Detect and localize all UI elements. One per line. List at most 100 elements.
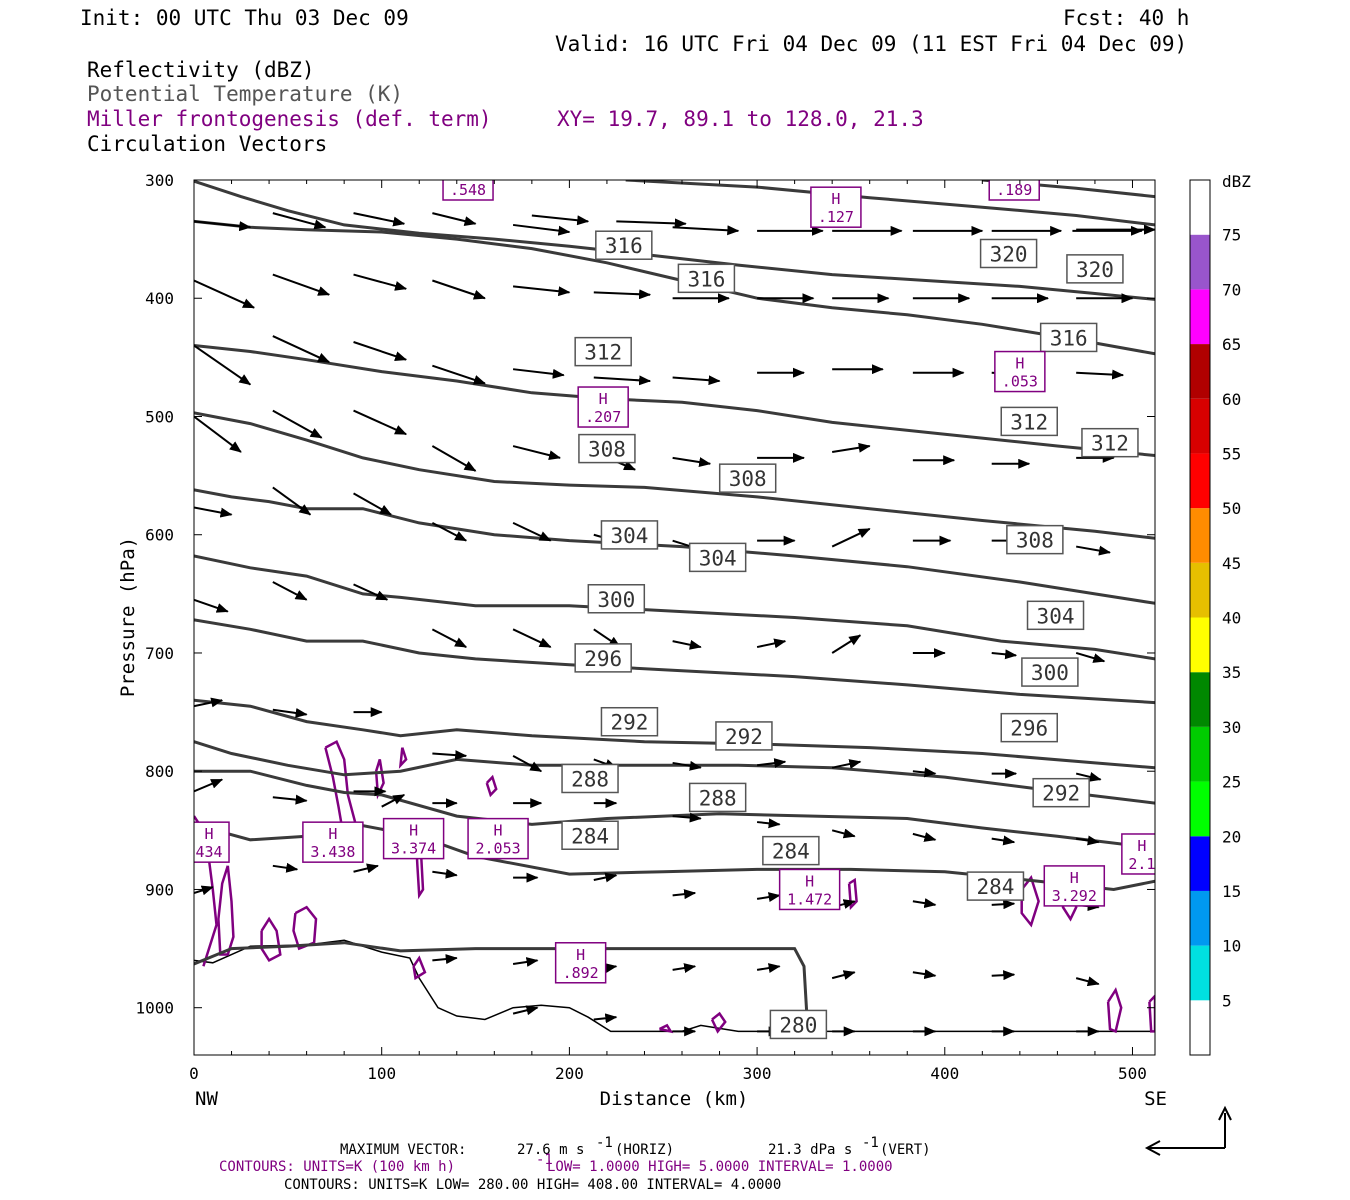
svg-text:H: H [1070, 869, 1079, 887]
svg-text:288: 288 [571, 767, 609, 791]
circulation-vector [272, 794, 308, 805]
svg-text:H: H [494, 822, 503, 840]
circulation-vector [912, 898, 937, 909]
circulation-vector [991, 899, 1016, 910]
svg-text:CONTOURS: UNITS=K (100 km h): CONTOURS: UNITS=K (100 km h) [219, 1159, 455, 1175]
svg-text:312: 312 [1091, 432, 1129, 456]
frontogenesis-contour [412, 955, 427, 981]
theta-label: 316 [677, 263, 736, 294]
circulation-vector [531, 214, 590, 226]
svg-text:.207: .207 [585, 408, 621, 426]
circulation-vector [756, 758, 787, 769]
x-tick-label: 100 [367, 1064, 396, 1083]
circulation-vector [831, 828, 856, 839]
theta-label: 312 [1081, 427, 1139, 458]
frontogenesis-max-label: H2.053 [467, 817, 529, 860]
circulation-vector [1075, 652, 1106, 663]
x-tick-label: 400 [930, 1064, 959, 1083]
circulation-vector [1075, 976, 1100, 987]
frontogenesis-contour [485, 774, 498, 798]
colorbar-swatch [1190, 180, 1210, 235]
circulation-vector [432, 750, 468, 761]
frontogenesis-max-label: H.892 [554, 942, 607, 984]
colorbar-swatch [1190, 945, 1210, 1001]
legend-reflectivity: Reflectivity (dBZ) [87, 58, 315, 82]
frontogenesis-max-label: H1.472 [778, 868, 841, 911]
svg-text:H: H [831, 190, 840, 208]
colorbar-tick-label: 30 [1222, 718, 1241, 737]
svg-text:296: 296 [1010, 717, 1048, 741]
circulation-vector [194, 506, 233, 518]
circulation-vector [616, 218, 687, 229]
theta-label: 292 [715, 721, 773, 751]
frontogenesis-contour [374, 759, 385, 800]
circulation-vector [593, 1013, 618, 1024]
theta-label: 316 [1039, 322, 1098, 353]
footer-max-vector: MAXIMUM VECTOR: 27.6 m s -1 (HORIZ) 21.3… [340, 1135, 931, 1158]
colorbar-unit: dBZ [1222, 172, 1251, 191]
circulation-vector [1076, 835, 1100, 846]
svg-text:288: 288 [699, 786, 737, 810]
svg-text:3.374: 3.374 [391, 840, 436, 858]
svg-text:296: 296 [584, 647, 622, 671]
svg-text:304: 304 [610, 524, 648, 548]
svg-text:292: 292 [1042, 782, 1080, 806]
circulation-vector [432, 212, 477, 226]
colorbar-swatch [1190, 1000, 1210, 1055]
circulation-vector [831, 759, 862, 769]
circulation-vector [353, 409, 408, 436]
svg-text:.053: .053 [1002, 373, 1038, 391]
theta-label: 308 [718, 463, 777, 493]
y-axis-title: Pressure (hPa) [117, 537, 139, 697]
circulation-vector [194, 220, 252, 232]
circulation-vector [194, 885, 214, 896]
svg-text:H: H [409, 822, 418, 840]
svg-text:320: 320 [990, 242, 1028, 266]
svg-text:21.3 dPa s: 21.3 dPa s [768, 1142, 852, 1158]
theta-contour-328 [625, 180, 1155, 227]
y-tick-label: 300 [145, 171, 174, 190]
svg-text:1.472: 1.472 [787, 890, 832, 908]
circulation-vector [991, 835, 1016, 846]
circulation-vector [672, 812, 702, 823]
circulation-vector [831, 970, 856, 980]
svg-text:MAXIMUM VECTOR:: MAXIMUM VECTOR: [340, 1142, 466, 1158]
svg-text:284: 284 [772, 840, 810, 864]
colorbar-tick-label: 50 [1222, 499, 1241, 518]
x-axis-title: Distance (km) [600, 1088, 749, 1110]
colorbar-tick-label: 5 [1222, 991, 1232, 1010]
colorbar-tick-label: 70 [1222, 280, 1241, 299]
svg-text:284: 284 [976, 875, 1014, 899]
y-tick-label: 600 [145, 526, 174, 545]
frontogenesis-max-label: H2.1 [1121, 833, 1155, 875]
svg-text:300: 300 [1031, 661, 1069, 685]
y-tick-label: 400 [145, 289, 174, 308]
frontogenesis-contour [710, 1011, 727, 1034]
svg-text:316: 316 [1050, 326, 1088, 350]
circulation-vector [831, 634, 862, 654]
svg-text:316: 316 [605, 234, 643, 258]
circulation-vector [756, 963, 781, 973]
circulation-vector [672, 639, 702, 650]
svg-text:H: H [576, 946, 585, 964]
theta-label: 288 [688, 782, 747, 813]
valid-time: Valid: 16 UTC Fri 04 Dec 09 (11 EST Fri … [555, 32, 1187, 56]
colorbar-swatch [1190, 398, 1210, 454]
svg-text:304: 304 [699, 546, 737, 570]
y-tick-label: 1000 [135, 999, 174, 1018]
circulation-vector [512, 223, 571, 236]
frontogenesis-contour [658, 1023, 674, 1034]
frontogenesis-contour [398, 747, 408, 769]
svg-text:(HORIZ): (HORIZ) [615, 1142, 674, 1158]
circulation-vector [432, 954, 458, 965]
svg-text:.127: .127 [818, 208, 854, 226]
cross-section-endpoints: XY= 19.7, 89.1 to 128.0, 21.3 [557, 107, 924, 131]
svg-text:H: H [599, 390, 608, 408]
circulation-vector [353, 492, 392, 516]
circulation-vector [272, 486, 312, 516]
svg-text:316: 316 [687, 267, 725, 291]
svg-text:320: 320 [1076, 258, 1114, 282]
circulation-vector [432, 868, 458, 879]
footer-fronto-contours: CONTOURS: UNITS=K (100 km h) -1 LOW= 1.0… [219, 1152, 893, 1175]
circulation-vector [672, 456, 712, 468]
